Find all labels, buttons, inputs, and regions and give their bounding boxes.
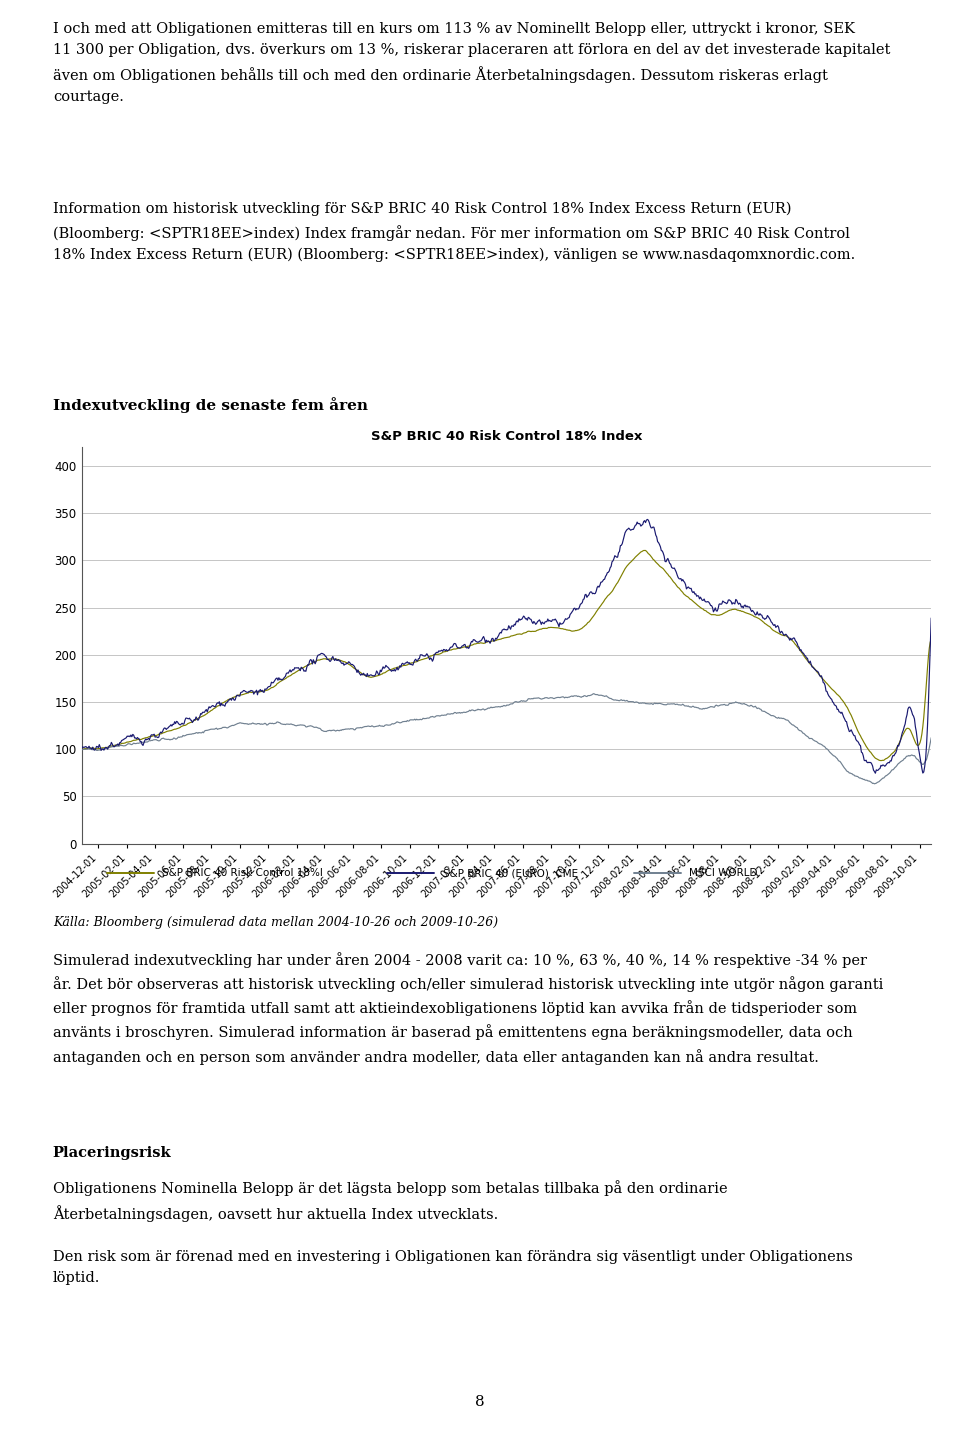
Text: I och med att Obligationen emitteras till en kurs om 113 % av Nominellt Belopp e: I och med att Obligationen emitteras til…: [53, 22, 890, 104]
Text: Placeringsrisk: Placeringsrisk: [53, 1146, 172, 1161]
Title: S&P BRIC 40 Risk Control 18% Index: S&P BRIC 40 Risk Control 18% Index: [371, 430, 642, 443]
Text: Obligationens Nominella Belopp är det lägsta belopp som betalas tillbaka på den : Obligationens Nominella Belopp är det lä…: [53, 1180, 852, 1285]
Text: Indexutveckling de senaste fem åren: Indexutveckling de senaste fem åren: [53, 397, 368, 414]
Text: S&P BRIC 40 (EURO)  CME: S&P BRIC 40 (EURO) CME: [443, 868, 578, 878]
Text: Information om historisk utveckling för S&P BRIC 40 Risk Control 18% Index Exces: Information om historisk utveckling för …: [53, 202, 855, 262]
Text: MSCI WORLD: MSCI WORLD: [689, 868, 757, 878]
Text: Simulerad indexutveckling har under åren 2004 - 2008 varit ca: 10 %, 63 %, 40 %,: Simulerad indexutveckling har under åren…: [53, 952, 883, 1064]
Text: Källa: Bloomberg (simulerad data mellan 2004-10-26 och 2009-10-26): Källa: Bloomberg (simulerad data mellan …: [53, 916, 498, 929]
Text: S&P BRIC 40 Risk Control 18%I: S&P BRIC 40 Risk Control 18%I: [162, 868, 324, 878]
Text: 8: 8: [475, 1396, 485, 1409]
